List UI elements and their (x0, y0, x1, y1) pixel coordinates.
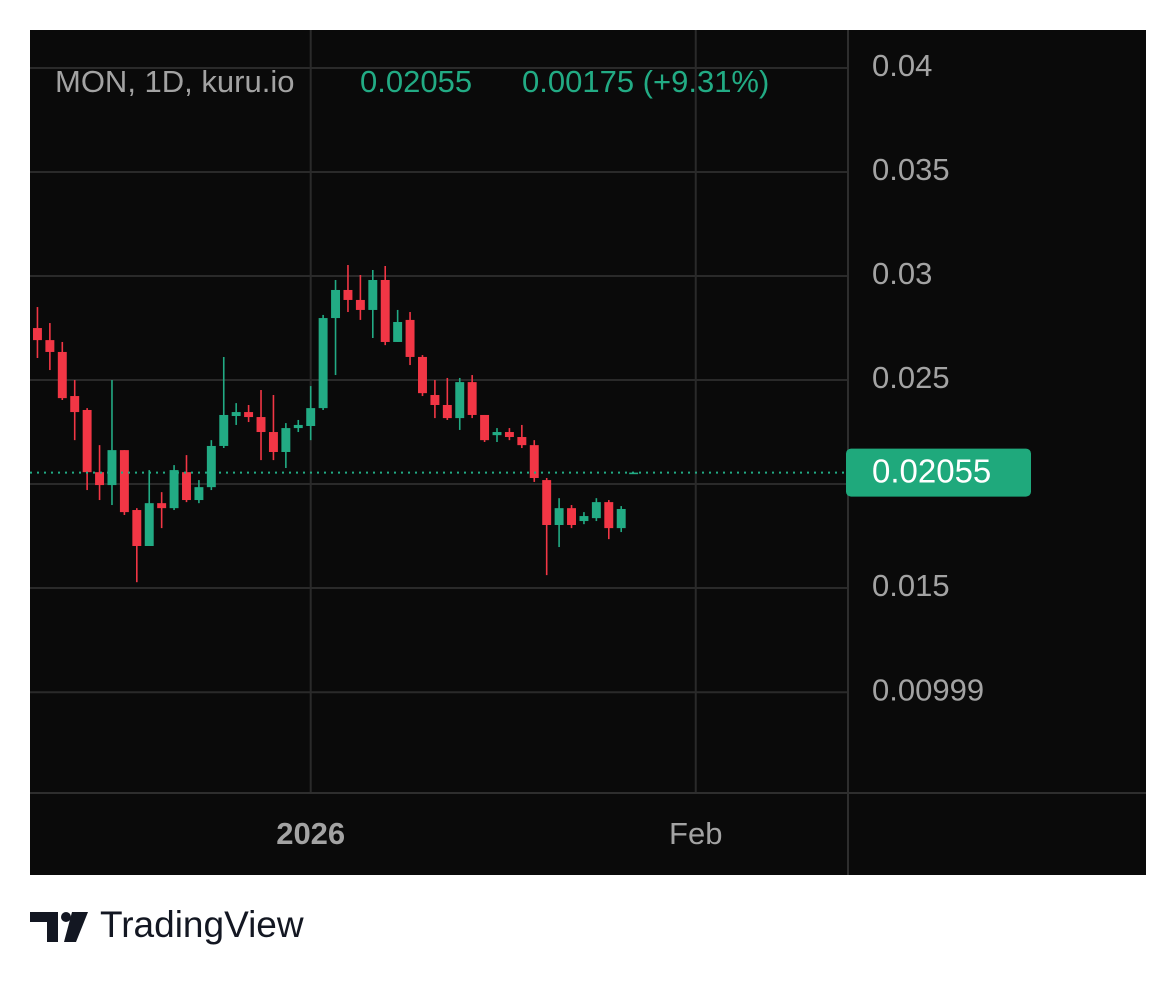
candle-body (616, 508, 626, 529)
candle-body (169, 470, 179, 509)
candle-body (455, 382, 465, 419)
candle-body (182, 472, 191, 501)
candle-body (95, 472, 105, 486)
y-tick-label: 0.025 (872, 360, 950, 395)
header-price: 0.02055 (360, 64, 472, 99)
candle-body (492, 432, 502, 436)
candle-body (430, 395, 440, 405)
x-tick-label: Feb (669, 816, 722, 851)
brand-name: TradingView (100, 904, 304, 945)
candle-body (542, 480, 552, 525)
header-change: 0.00175 (+9.31%) (522, 64, 769, 99)
candle-body (231, 412, 241, 417)
brand-logo (30, 912, 88, 942)
candle-body (132, 510, 142, 547)
candle-body (393, 322, 403, 342)
y-tick-label: 0.015 (872, 568, 950, 603)
candle-body (380, 279, 390, 342)
candle-body (418, 356, 427, 394)
candle-body (306, 408, 316, 426)
candle-body (244, 412, 254, 418)
candle-body (554, 508, 564, 525)
y-tick-label: 0.03 (872, 256, 932, 291)
candle-body (82, 409, 92, 473)
y-tick-label: 0.035 (872, 152, 950, 187)
axis-labels: 0.040.0350.030.0250.020.0150.009992026Fe… (276, 48, 1031, 851)
candle-body (293, 424, 303, 429)
candle-body (529, 445, 539, 478)
candle-body (219, 414, 229, 446)
candle-body (157, 503, 167, 509)
candle-body (579, 516, 589, 522)
candle-body (144, 503, 154, 547)
grid (30, 30, 848, 793)
candle-body (442, 404, 452, 419)
candle-body (318, 318, 328, 409)
candle-body (268, 432, 278, 452)
candle-body (604, 502, 614, 529)
candle-body (107, 450, 117, 486)
last-price-badge (846, 448, 1031, 497)
last-price-label: 0.02055 (872, 452, 991, 489)
candle-body (355, 299, 365, 310)
candle-body (567, 508, 576, 525)
candle-body (206, 445, 216, 488)
candle-body (32, 328, 42, 341)
candle-body (480, 414, 490, 441)
candle-body (467, 382, 477, 415)
y-tick-label: 0.04 (872, 48, 932, 83)
candle-body (70, 396, 80, 413)
candle-body (119, 450, 129, 513)
symbol-info: MON, 1D, kuru.io (55, 64, 294, 99)
candle-body (331, 289, 341, 319)
candle-body (57, 351, 67, 399)
candle-body (281, 428, 291, 452)
candle-body (517, 437, 527, 446)
candle-body (194, 487, 204, 501)
x-tick-label: 2026 (276, 816, 345, 851)
candle-body (256, 417, 266, 433)
candle-body (368, 279, 378, 310)
candle-body (405, 319, 415, 357)
y-tick-label: 0.00999 (872, 672, 984, 707)
candle-body (343, 289, 353, 300)
candles (30, 265, 848, 583)
candle-body (504, 432, 514, 438)
candle-body (45, 340, 55, 352)
candle-body (591, 502, 601, 519)
